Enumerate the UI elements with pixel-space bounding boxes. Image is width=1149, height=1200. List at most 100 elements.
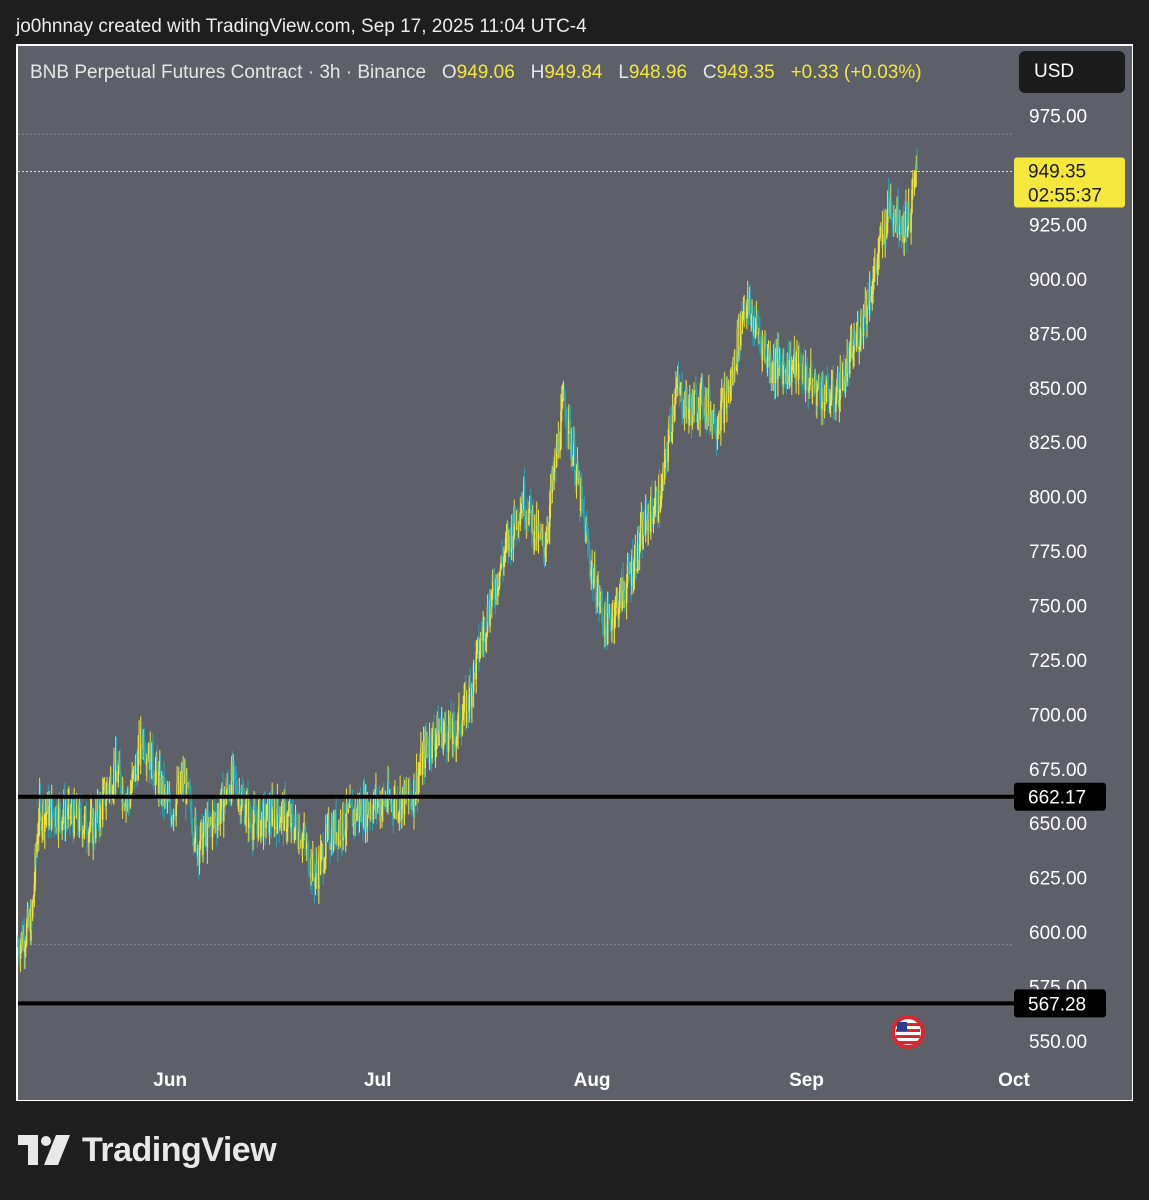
- candle-body: [861, 315, 863, 333]
- candle-body: [84, 808, 87, 814]
- candle-body: [640, 518, 643, 525]
- candle-body: [806, 365, 809, 381]
- candle-body: [558, 433, 561, 452]
- candle-body: [109, 774, 112, 781]
- candle-body: [99, 800, 101, 828]
- candle-body: [233, 762, 235, 768]
- candle-body: [634, 547, 637, 558]
- candle-body: [114, 764, 116, 782]
- candle-body: [534, 515, 536, 538]
- candle-body: [146, 757, 149, 761]
- candle-body: [730, 374, 733, 387]
- candle-body: [537, 525, 540, 541]
- candle-body: [745, 312, 747, 319]
- candle-body: [696, 419, 699, 421]
- candle-body: [455, 738, 458, 747]
- candle-body: [750, 315, 752, 319]
- candle-body: [155, 756, 158, 770]
- candle-body: [173, 810, 176, 815]
- candle-body: [522, 501, 524, 510]
- candle-body: [841, 388, 843, 391]
- candle-body: [764, 347, 766, 349]
- currency-button[interactable]: USD: [1019, 51, 1125, 93]
- candle-body: [865, 300, 867, 325]
- candle-body: [306, 842, 309, 844]
- candle-body: [101, 803, 103, 820]
- candle-body: [724, 387, 727, 389]
- candle-body: [631, 555, 634, 585]
- candle-body: [499, 567, 502, 573]
- close-value: 949.35: [716, 62, 775, 83]
- candle-body: [336, 832, 338, 843]
- candle-body: [498, 572, 501, 587]
- candle-body: [581, 499, 584, 502]
- candle-body: [113, 764, 115, 790]
- y-tick-label: 675.00: [1029, 760, 1087, 781]
- candle-body: [882, 223, 885, 229]
- candle-body: [497, 588, 499, 593]
- open-value: 949.06: [456, 62, 515, 83]
- candle-body: [50, 799, 53, 829]
- candle-body: [519, 513, 522, 526]
- candle-body: [827, 379, 829, 396]
- candle-body: [204, 822, 207, 834]
- candle-body: [694, 391, 696, 394]
- candle-body: [237, 798, 240, 807]
- candle-body: [414, 794, 417, 805]
- candle-body: [139, 728, 142, 760]
- candle-body: [604, 604, 606, 638]
- candle-body: [529, 495, 532, 510]
- candle-body: [760, 342, 763, 360]
- candle-body: [482, 627, 484, 641]
- candle-body: [736, 328, 739, 367]
- candle-body: [708, 390, 711, 422]
- candle-body: [877, 252, 880, 259]
- candle-body: [400, 792, 402, 820]
- candle-body: [762, 338, 765, 341]
- candle-body: [895, 213, 898, 225]
- candle-body: [531, 509, 534, 533]
- candle-body: [489, 599, 491, 626]
- candle-body: [496, 578, 498, 593]
- candle-body: [477, 637, 479, 643]
- candle-body: [190, 794, 192, 814]
- candle-body: [893, 216, 896, 219]
- candle-body: [49, 799, 51, 807]
- candle-body: [184, 775, 186, 784]
- candle-body: [186, 772, 189, 785]
- candle-body: [591, 566, 593, 570]
- candle-body: [622, 578, 625, 592]
- candle-body: [643, 519, 645, 534]
- candle-body: [453, 721, 456, 736]
- candle-body: [372, 803, 375, 820]
- y-tick-label: 625.00: [1029, 869, 1087, 890]
- candle-body: [853, 339, 855, 353]
- candle-body: [328, 819, 331, 847]
- candle-body: [156, 756, 158, 771]
- y-tick-label: 825.00: [1029, 433, 1087, 454]
- candle-body: [912, 186, 915, 188]
- candle-body: [746, 295, 749, 306]
- candle-body: [228, 788, 230, 799]
- candle-body: [181, 774, 184, 790]
- candle-body: [307, 842, 310, 873]
- candle-body: [554, 455, 557, 467]
- candle-body: [548, 504, 551, 528]
- candle-body: [503, 552, 506, 557]
- candle-body: [133, 766, 136, 782]
- plot-area[interactable]: [18, 46, 1014, 1054]
- candle-body: [644, 533, 646, 535]
- candle-body: [418, 772, 420, 776]
- candle-body: [317, 872, 319, 889]
- candle-body: [515, 522, 517, 530]
- candle-body: [516, 510, 518, 530]
- candle-body: [595, 605, 598, 608]
- candle-body: [273, 805, 275, 829]
- candle-body: [625, 599, 627, 603]
- current-price-tag: [1014, 157, 1125, 208]
- time-axis[interactable]: [18, 1054, 1132, 1100]
- candle-body: [432, 728, 434, 730]
- price-axis[interactable]: [1014, 46, 1132, 1054]
- candle-body: [407, 799, 409, 801]
- candle-body: [383, 795, 386, 805]
